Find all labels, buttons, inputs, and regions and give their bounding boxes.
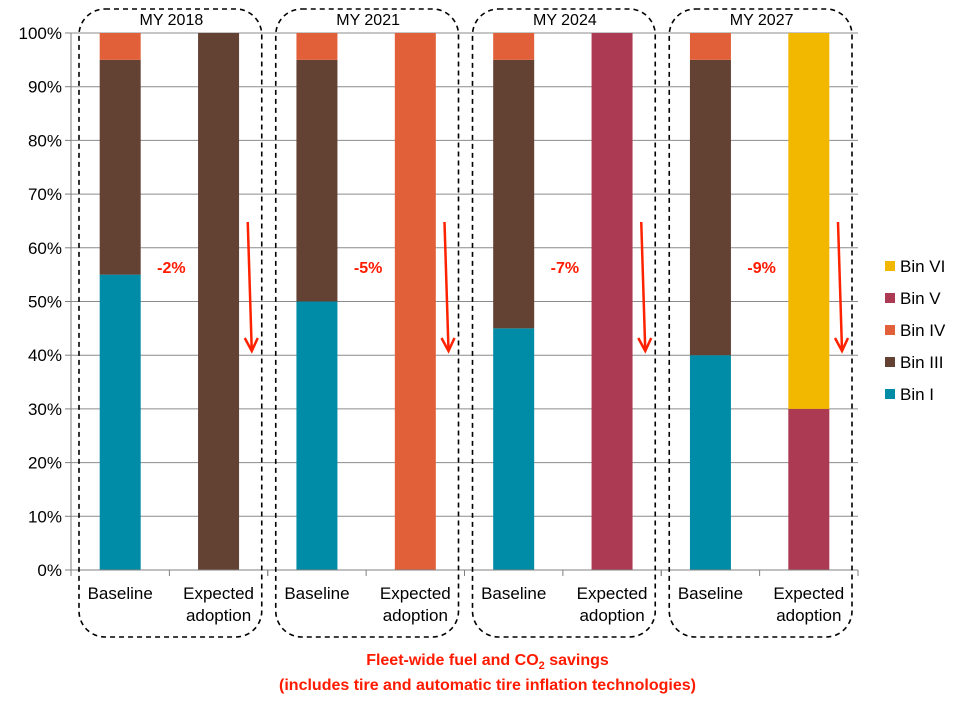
- category-label: Baseline: [678, 584, 743, 603]
- down-arrow-head: [243, 337, 259, 354]
- bar-segment-bin-i: [689, 355, 731, 570]
- down-arrow: [836, 221, 844, 351]
- y-tick-label: 90%: [28, 78, 62, 97]
- bar-segment-bin-i: [296, 301, 338, 570]
- group-box: [274, 8, 460, 638]
- bar-segment-bin-iv: [689, 33, 731, 60]
- bar-segment-bin-v: [591, 33, 633, 570]
- bar-segment-bin-iv: [296, 33, 338, 60]
- bars: [99, 33, 830, 570]
- down-arrow: [246, 221, 253, 351]
- bar-segment-bin-v: [788, 408, 830, 570]
- group-box: [471, 8, 657, 638]
- bar-segment-bin-iv: [493, 33, 535, 60]
- category-label: Expected: [183, 584, 254, 603]
- group-label: MY 2024: [533, 12, 597, 29]
- category-label: adoption: [579, 606, 644, 625]
- legend-swatch: [885, 325, 895, 335]
- legend-label: Bin I: [900, 385, 934, 404]
- y-tick-label: 70%: [28, 185, 62, 204]
- group-label: MY 2018: [140, 12, 204, 29]
- category-label: Expected: [380, 584, 451, 603]
- y-tick-label: 0%: [37, 561, 62, 580]
- gridlines: [71, 32, 858, 517]
- category-label: Expected: [773, 584, 844, 603]
- footnote-text: Fleet-wide fuel and CO: [366, 652, 539, 669]
- bar-segment-bin-iii: [689, 59, 731, 356]
- bar-segment-bin-iii: [296, 59, 338, 302]
- group-label: MY 2027: [730, 12, 794, 29]
- y-tick-label: 100%: [19, 24, 62, 43]
- legend-swatch: [885, 357, 895, 367]
- axes: [65, 32, 859, 576]
- down-arrow: [443, 221, 450, 351]
- down-arrow-head: [637, 337, 653, 354]
- footnote-line-1: Fleet-wide fuel and CO2 savings: [0, 652, 975, 672]
- category-label: Baseline: [481, 584, 546, 603]
- bar-segment-bin-i: [493, 328, 535, 570]
- y-tick-label: 40%: [28, 346, 62, 365]
- category-label: Baseline: [88, 584, 153, 603]
- bar-segment-bin-i: [99, 274, 141, 570]
- down-arrow-head: [440, 337, 456, 354]
- saving-label: -5%: [354, 260, 382, 277]
- y-tick-label: 10%: [28, 507, 62, 526]
- down-arrow-head: [833, 337, 850, 354]
- y-tick-labels: 0% 10% 20% 30% 40% 50% 60% 70% 80% 90% 100%: [19, 24, 62, 580]
- y-tick-label: 20%: [28, 454, 62, 473]
- bar-segment-bin-iii: [198, 33, 240, 570]
- group-label: MY 2021: [336, 12, 400, 29]
- saving-label: -9%: [747, 260, 775, 277]
- bar-segment-bin-vi: [788, 33, 830, 409]
- category-label: Expected: [577, 584, 648, 603]
- bar-segment-bin-iii: [99, 59, 141, 275]
- y-tick-label: 80%: [28, 131, 62, 150]
- saving-label: -7%: [551, 260, 579, 277]
- y-tick-label: 30%: [28, 400, 62, 419]
- group-box: [78, 8, 263, 638]
- category-label: adoption: [776, 606, 841, 625]
- category-label: Baseline: [284, 584, 349, 603]
- footnote-subscript: 2: [538, 660, 545, 673]
- y-tick-label: 50%: [28, 293, 62, 312]
- footnote-text-2: (includes tire and automatic tire inflat…: [279, 677, 696, 694]
- savings-annotations: -2% -5% -7% -9%: [157, 221, 850, 354]
- group-boxes: MY 2018 MY 2021 MY 2024 MY 2027: [78, 8, 853, 638]
- bar-segment-bin-iv: [99, 33, 141, 60]
- legend-swatch: [885, 293, 895, 303]
- legend-label: Bin VI: [900, 257, 945, 276]
- category-label: adoption: [383, 606, 448, 625]
- down-arrow: [640, 221, 647, 351]
- saving-label: -2%: [157, 260, 185, 277]
- legend-label: Bin IV: [900, 321, 946, 340]
- bar-segment-bin-iv: [394, 33, 436, 570]
- y-tick-label: 60%: [28, 239, 62, 258]
- legend-swatch: [885, 389, 895, 399]
- footnote-text-end: savings: [544, 652, 609, 669]
- footnote-line-2: (includes tire and automatic tire inflat…: [0, 677, 975, 695]
- legend-label: Bin V: [900, 289, 941, 308]
- bar-segment-bin-iii: [493, 59, 535, 329]
- legend-label: Bin III: [900, 353, 943, 372]
- legend-swatch: [885, 261, 895, 271]
- category-labels: Baseline Expected adoption Baseline Expected…: [88, 584, 845, 625]
- legend: Bin VI Bin V Bin IV Bin III Bin I: [885, 257, 946, 404]
- group-box: [668, 8, 853, 638]
- category-label: adoption: [186, 606, 251, 625]
